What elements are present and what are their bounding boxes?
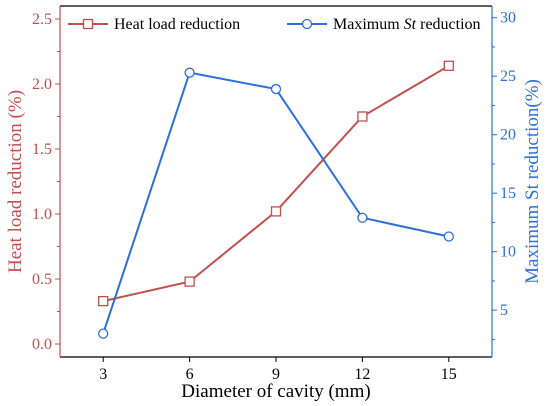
right-tick-label: 25 [500,68,516,85]
x-axis-ticks: 3 6 9 12 15 [99,357,457,383]
x-tick-label: 15 [441,366,457,383]
data-point [270,83,282,95]
right-axis-title: Maximum St reduction(%) [522,79,543,284]
x-tick-label: 6 [186,366,194,383]
data-point [184,276,195,287]
data-point [98,328,109,339]
series-2 [98,67,454,339]
right-tick-label: 20 [500,127,516,144]
legend-item: Heat load reduction [68,16,240,33]
left-axis-ticks: 0.0 0.5 1.0 1.5 2.0 2.5 [32,11,60,353]
data-point [184,67,195,78]
x-tick-label: 3 [99,366,107,383]
series-line [102,64,450,303]
legend: Heat load reduction Maximum St reduction [68,16,481,33]
plot-frame [59,5,493,358]
legend-swatch-marker [301,18,313,30]
right-tick-label: 15 [500,185,516,202]
right-tick-label: 5 [500,302,508,319]
data-point [443,60,454,71]
legend-swatch-marker [82,18,94,30]
series-layer [98,60,454,339]
x-tick-label: 9 [272,366,280,383]
data-point [357,212,368,223]
right-tick-label: 10 [500,244,516,261]
series-1 [98,60,454,307]
data-point [357,111,368,122]
data-point [98,295,109,307]
left-axis-title: Heat load reduction (%) [5,90,26,273]
legend-label: Heat load reduction [114,16,240,33]
data-point [270,206,282,217]
left-tick-label: 0.0 [32,336,52,353]
right-tick-label: 30 [500,10,516,27]
data-point [443,231,454,242]
left-tick-label: 2.5 [32,11,52,28]
legend-item: Maximum St reduction [287,16,481,33]
left-tick-label: 1.5 [32,141,52,158]
left-tick-label: 0.5 [32,271,52,288]
x-axis-title: Diameter of cavity (mm) [181,381,370,402]
legend-label: Maximum St reduction [333,16,481,33]
series-line [102,71,450,334]
left-tick-label: 1.0 [32,206,52,223]
left-tick-label: 2.0 [32,76,52,93]
x-tick-label: 12 [354,366,370,383]
right-axis-ticks: 5 10 15 20 25 30 [492,10,516,340]
